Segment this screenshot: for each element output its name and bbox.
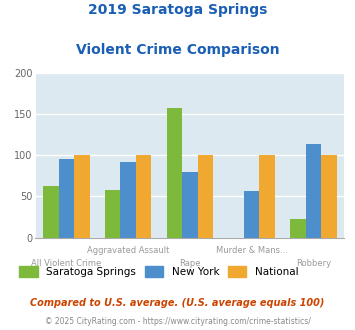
Bar — [59, 159, 74, 238]
Bar — [244, 190, 260, 238]
Text: Aggravated Assault: Aggravated Assault — [87, 246, 169, 255]
Bar — [321, 155, 337, 238]
Bar — [306, 144, 321, 238]
Bar — [290, 218, 306, 238]
Text: Compared to U.S. average. (U.S. average equals 100): Compared to U.S. average. (U.S. average … — [30, 298, 325, 308]
Text: Violent Crime Comparison: Violent Crime Comparison — [76, 43, 279, 57]
Text: All Violent Crime: All Violent Crime — [31, 259, 102, 268]
Legend: Saratoga Springs, New York, National: Saratoga Springs, New York, National — [20, 266, 299, 277]
Text: Murder & Mans...: Murder & Mans... — [216, 246, 288, 255]
Bar — [136, 155, 151, 238]
Bar — [74, 155, 89, 238]
Text: © 2025 CityRating.com - https://www.cityrating.com/crime-statistics/: © 2025 CityRating.com - https://www.city… — [45, 317, 310, 326]
Bar — [105, 190, 120, 238]
Text: 2019 Saratoga Springs: 2019 Saratoga Springs — [88, 3, 267, 17]
Bar — [260, 155, 275, 238]
Bar — [167, 108, 182, 238]
Text: Robbery: Robbery — [296, 259, 331, 268]
Bar — [182, 172, 198, 238]
Bar — [43, 186, 59, 238]
Bar — [198, 155, 213, 238]
Bar — [120, 162, 136, 238]
Text: Rape: Rape — [179, 259, 201, 268]
